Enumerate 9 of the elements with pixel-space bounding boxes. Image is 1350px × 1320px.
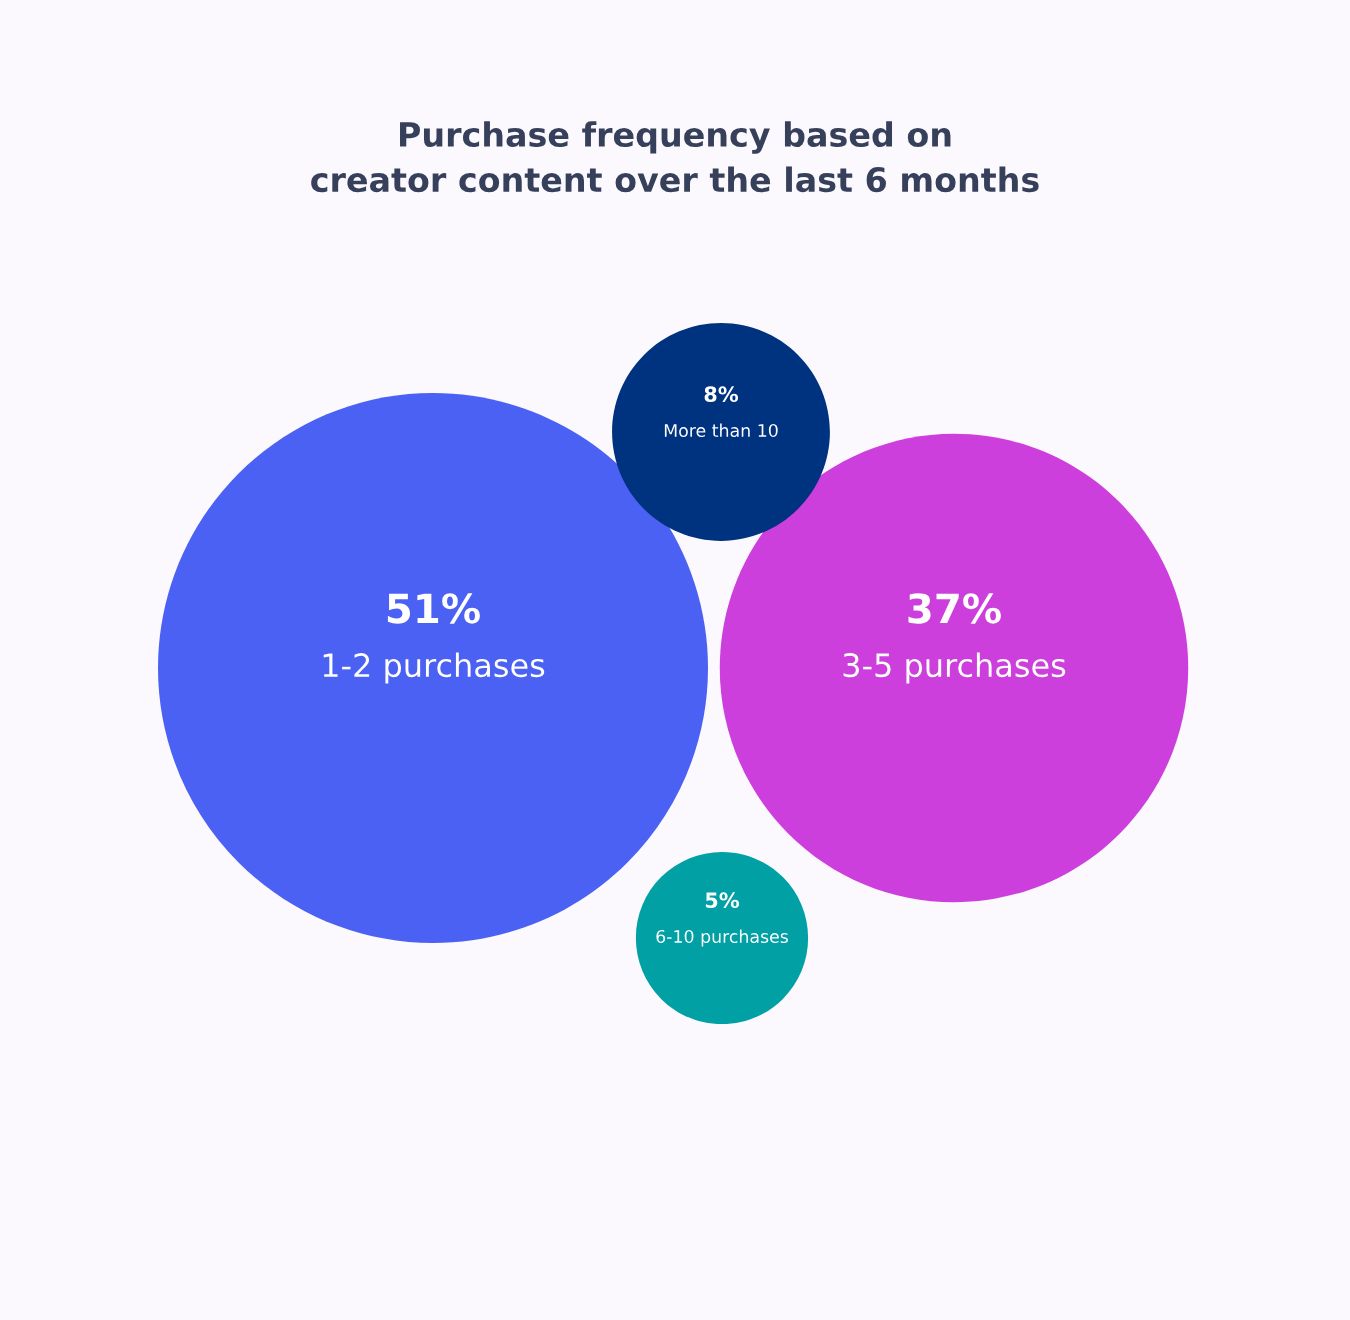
category-label: 6-10 purchases: [656, 929, 788, 947]
data-label: 37%: [908, 593, 1001, 624]
category-label: More than 10: [664, 423, 778, 438]
data-label: 8%: [704, 386, 739, 403]
category-label: 1-2 purchases: [323, 652, 545, 684]
data-label: 51%: [387, 593, 480, 624]
data-label: 5%: [705, 892, 740, 909]
category-label: 3-5 purchases: [843, 652, 1066, 684]
text: Purchase frequency based on creator content over the last 6 months: [311, 121, 1039, 193]
